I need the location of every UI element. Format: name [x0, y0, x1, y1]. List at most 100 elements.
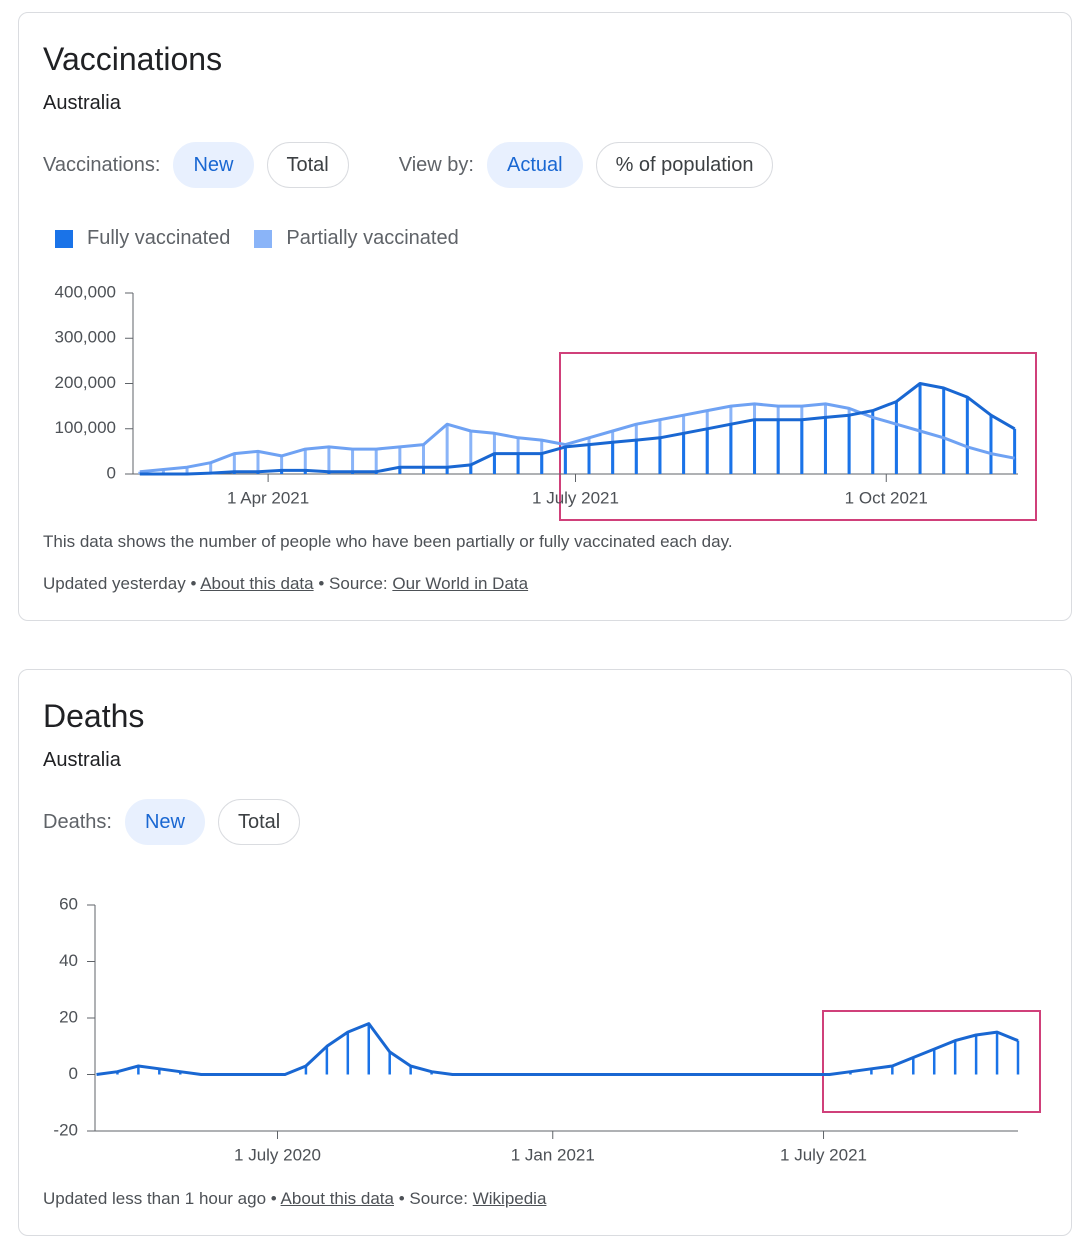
- deaths-card: Deaths Australia Deaths: New Total Updat…: [18, 669, 1072, 1236]
- filter-label: View by:: [398, 153, 474, 176]
- bar: [346, 1032, 350, 1075]
- bar: [280, 470, 284, 474]
- bar: [158, 1068, 161, 1075]
- bar: [351, 449, 355, 474]
- y-tick-label: 0: [69, 1064, 78, 1083]
- bar: [138, 471, 142, 474]
- bar: [942, 388, 946, 474]
- y-tick-label: 200,000: [55, 373, 116, 392]
- bar: [232, 453, 236, 474]
- bar: [492, 453, 496, 474]
- bar: [823, 417, 827, 474]
- legend-swatch: [55, 229, 73, 248]
- bar: [540, 453, 544, 474]
- bar: [137, 1066, 140, 1075]
- bar: [304, 1066, 308, 1075]
- separator: •: [270, 1189, 277, 1208]
- bar: [611, 442, 615, 474]
- bar: [445, 467, 449, 474]
- bar: [587, 444, 591, 474]
- source-link[interactable]: Wikipedia: [472, 1189, 547, 1208]
- highlight-box: [559, 352, 1037, 521]
- source-label: Source:: [329, 574, 388, 593]
- bar: [918, 383, 922, 474]
- bar: [445, 424, 449, 474]
- bar: [409, 1066, 412, 1075]
- legend: Fully vaccinated Partially vaccinated: [55, 227, 459, 250]
- bar: [658, 437, 662, 474]
- bar: [800, 419, 804, 474]
- separator: •: [190, 574, 197, 593]
- bar: [1016, 1040, 1020, 1075]
- bar: [932, 1049, 936, 1075]
- filter-row: Vaccinations: New Total View by: Actual …: [43, 142, 774, 188]
- y-tick-label: -20: [53, 1120, 78, 1139]
- y-tick-label: 20: [59, 1007, 78, 1026]
- y-tick-label: 100,000: [55, 418, 116, 437]
- footer: Updated yesterday • About this data • So…: [43, 574, 528, 594]
- chip[interactable]: Actual: [486, 142, 583, 188]
- bar: [469, 464, 473, 474]
- x-tick-label: 1 July 2021: [532, 488, 619, 507]
- y-tick-label: 400,000: [55, 282, 116, 301]
- bar: [367, 1023, 371, 1075]
- bar: [995, 1032, 999, 1075]
- bar: [953, 1040, 957, 1075]
- source-label: Source:: [409, 1189, 468, 1208]
- bar: [705, 428, 709, 474]
- bar: [870, 1068, 873, 1075]
- separator: •: [318, 574, 325, 593]
- legend-label: Partially vaccinated: [286, 227, 459, 249]
- x-tick-label: 1 Jan 2021: [511, 1145, 595, 1164]
- bar: [421, 467, 425, 474]
- source-link[interactable]: Our World in Data: [392, 574, 529, 593]
- bar: [729, 424, 733, 474]
- card-subtitle: Australia: [43, 92, 121, 114]
- bar: [891, 1066, 894, 1075]
- bar: [398, 446, 402, 474]
- chip[interactable]: Total: [266, 142, 349, 188]
- bar: [912, 1057, 915, 1075]
- chip[interactable]: Total: [217, 799, 301, 845]
- updated: Updated yesterday: [43, 574, 186, 593]
- bar: [989, 415, 993, 474]
- chip[interactable]: New: [173, 142, 254, 188]
- highlight-box: [822, 1010, 1041, 1113]
- bar: [303, 470, 307, 474]
- legend-swatch: [254, 229, 273, 248]
- line: [139, 402, 1015, 474]
- bar: [753, 419, 757, 474]
- bar: [303, 449, 307, 474]
- x-tick-label: 1 Apr 2021: [227, 488, 309, 507]
- vaccinations-card: Vaccinations Australia Vaccinations: New…: [18, 12, 1072, 621]
- updated: Updated less than 1 hour ago: [43, 1189, 267, 1208]
- filter-label: Deaths:: [43, 810, 112, 833]
- line: [139, 382, 1016, 476]
- bar: [256, 451, 260, 474]
- bar: [325, 1046, 329, 1075]
- y-tick-label: 60: [59, 894, 78, 913]
- bar: [161, 469, 165, 474]
- card-title: Deaths: [43, 698, 145, 734]
- bar: [894, 401, 898, 474]
- footer: Updated less than 1 hour ago • About thi…: [43, 1189, 546, 1209]
- filter-row: Deaths: New Total: [43, 799, 301, 845]
- bar: [516, 453, 520, 474]
- bar: [374, 449, 378, 474]
- chip[interactable]: % of population: [595, 142, 774, 188]
- bar: [682, 433, 686, 474]
- about-link[interactable]: About this data: [280, 1189, 394, 1208]
- bar: [388, 1051, 391, 1075]
- about-link[interactable]: About this data: [200, 574, 314, 593]
- y-tick-label: 40: [59, 951, 78, 970]
- bar: [1013, 428, 1017, 474]
- bar: [974, 1034, 978, 1075]
- chip[interactable]: New: [124, 799, 205, 845]
- bar: [398, 467, 402, 474]
- bar: [209, 462, 213, 474]
- bar: [327, 446, 331, 474]
- separator: •: [398, 1189, 405, 1208]
- bar: [280, 455, 284, 474]
